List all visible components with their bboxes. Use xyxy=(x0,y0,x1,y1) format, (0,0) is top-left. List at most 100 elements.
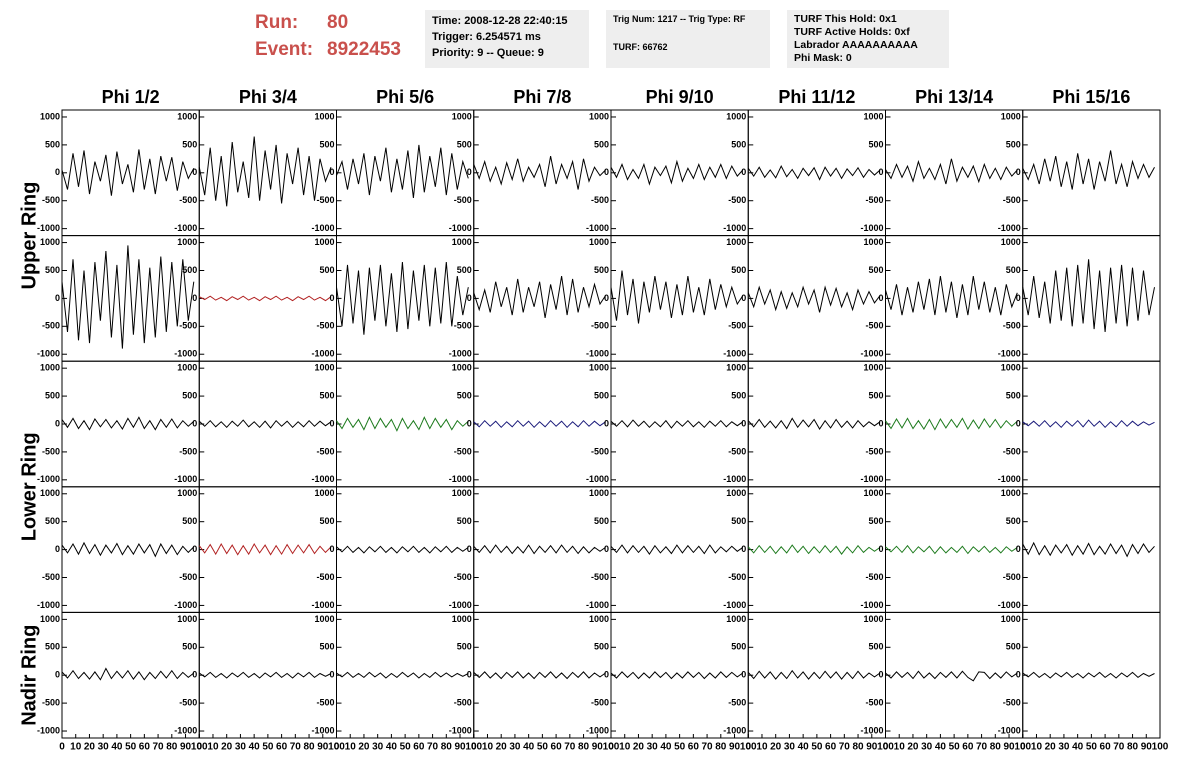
x-tick-label: 90 xyxy=(592,742,604,753)
y-tick-label: -1000 xyxy=(449,600,472,610)
y-tick-label: -1000 xyxy=(311,474,334,484)
y-tick-label: -500 xyxy=(865,697,883,707)
y-tick-label: 0 xyxy=(741,293,746,303)
waveform xyxy=(198,419,332,429)
x-tick-label: 50 xyxy=(400,742,412,753)
y-tick-label: 500 xyxy=(319,265,334,275)
y-tick-label: -500 xyxy=(316,195,334,205)
y-tick-label: 1000 xyxy=(177,111,197,121)
x-tick-label: 40 xyxy=(523,742,535,753)
x-tick-label: 90 xyxy=(866,742,878,753)
y-tick-label: -1000 xyxy=(723,600,746,610)
y-tick-label: 0 xyxy=(1016,293,1021,303)
y-tick-label: 0 xyxy=(55,670,60,680)
y-tick-label: 500 xyxy=(45,516,60,526)
x-tick-label: 70 xyxy=(1113,742,1125,753)
waveform xyxy=(610,544,744,555)
waveform xyxy=(61,416,195,431)
ring-label: Nadir Ring xyxy=(18,625,40,726)
x-tick-label: 10 xyxy=(619,742,631,753)
y-tick-label: 0 xyxy=(192,418,197,428)
y-tick-label: -1000 xyxy=(723,349,746,359)
info-line: TURF Active Holds: 0xf xyxy=(794,26,910,38)
y-tick-label: 500 xyxy=(319,390,334,400)
x-tick-label: 10 xyxy=(70,742,82,753)
info-box: Time: 2008-12-28 22:40:15 Trigger: 6.254… xyxy=(425,10,589,68)
x-tick-label: 60 xyxy=(688,742,700,753)
y-tick-label: 1000 xyxy=(452,111,472,121)
y-tick-label: -1000 xyxy=(37,474,60,484)
x-tick-label: 40 xyxy=(660,742,672,753)
y-tick-label: 1000 xyxy=(452,237,472,247)
y-tick-label: -500 xyxy=(454,195,472,205)
waveform xyxy=(198,542,332,556)
y-tick-label: -500 xyxy=(316,572,334,582)
y-tick-label: -1000 xyxy=(860,600,883,610)
waveform xyxy=(747,417,881,430)
column-title: Phi 1/2 xyxy=(102,87,160,107)
y-tick-label: 1000 xyxy=(40,237,60,247)
y-tick-label: 0 xyxy=(192,167,197,177)
x-tick-label: 10 xyxy=(345,742,357,753)
info-line: Labrador AAAAAAAAAA xyxy=(794,39,918,51)
info-line: Trig Num: 1217 -- Trig Type: RF xyxy=(613,14,746,24)
x-tick-label: 70 xyxy=(839,742,851,753)
x-tick-label: 70 xyxy=(976,742,988,753)
column-title: Phi 5/6 xyxy=(376,87,434,107)
y-tick-label: -1000 xyxy=(37,600,60,610)
y-tick-label: -1000 xyxy=(37,725,60,735)
y-tick-label: 0 xyxy=(741,544,746,554)
x-tick-label: 0 xyxy=(334,742,340,753)
y-tick-label: -500 xyxy=(591,321,609,331)
y-tick-label: 1000 xyxy=(726,111,746,121)
waveform xyxy=(61,541,195,558)
column-title: Phi 13/14 xyxy=(915,87,993,107)
y-tick-label: 1000 xyxy=(726,363,746,373)
y-tick-label: -1000 xyxy=(586,725,609,735)
x-tick-label: 100 xyxy=(1014,742,1031,753)
y-tick-label: 0 xyxy=(741,670,746,680)
y-tick-label: -500 xyxy=(728,697,746,707)
column-title: Phi 15/16 xyxy=(1052,87,1130,107)
x-tick-label: 50 xyxy=(1086,742,1098,753)
y-tick-label: 0 xyxy=(604,293,609,303)
y-tick-label: 1000 xyxy=(589,363,609,373)
x-tick-label: 60 xyxy=(962,742,974,753)
y-tick-label: 0 xyxy=(604,670,609,680)
run-label: Run: xyxy=(255,12,299,33)
y-tick-label: 1000 xyxy=(40,614,60,624)
y-tick-label: 1000 xyxy=(314,488,334,498)
y-tick-label: 1000 xyxy=(589,237,609,247)
y-tick-label: 500 xyxy=(1006,516,1021,526)
panel-frame xyxy=(473,109,612,237)
waveform xyxy=(473,276,606,318)
y-tick-label: -1000 xyxy=(998,223,1021,233)
x-tick-label: 30 xyxy=(372,742,384,753)
y-tick-label: 500 xyxy=(1006,642,1021,652)
x-tick-label: 10 xyxy=(482,742,494,753)
panel-frame xyxy=(61,235,200,362)
x-tick-label: 20 xyxy=(84,742,96,753)
x-tick-label: 20 xyxy=(907,742,919,753)
y-tick-label: 500 xyxy=(868,516,883,526)
y-tick-label: 1000 xyxy=(452,363,472,373)
y-tick-label: -1000 xyxy=(449,349,472,359)
y-tick-label: 0 xyxy=(329,670,334,680)
y-tick-label: -500 xyxy=(454,321,472,331)
y-tick-label: 1000 xyxy=(726,614,746,624)
y-tick-label: 500 xyxy=(1006,265,1021,275)
x-tick-label: 90 xyxy=(317,742,329,753)
waveform xyxy=(336,671,469,679)
y-tick-label: -500 xyxy=(179,697,197,707)
waveform xyxy=(336,416,469,432)
x-tick-label: 60 xyxy=(139,742,151,753)
x-tick-label: 90 xyxy=(729,742,741,753)
x-tick-label: 0 xyxy=(883,742,889,753)
y-tick-label: -500 xyxy=(454,572,472,582)
y-tick-label: 1000 xyxy=(726,237,746,247)
y-tick-label: -1000 xyxy=(860,474,883,484)
waveform xyxy=(1022,419,1155,429)
y-tick-label: 1000 xyxy=(589,614,609,624)
x-tick-label: 10 xyxy=(1031,742,1043,753)
